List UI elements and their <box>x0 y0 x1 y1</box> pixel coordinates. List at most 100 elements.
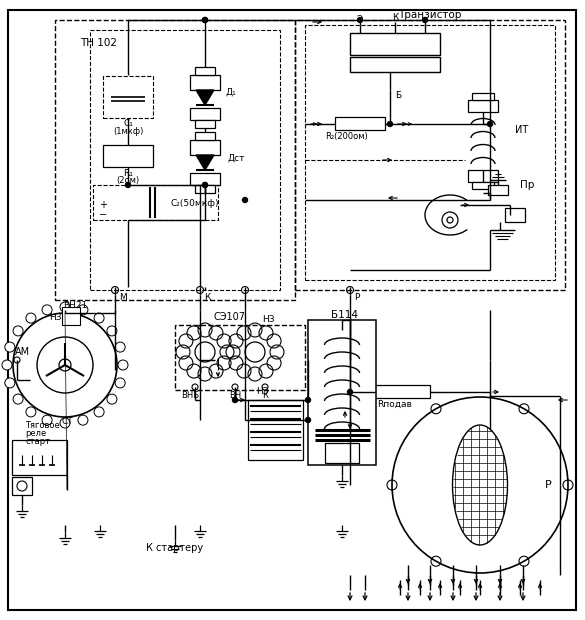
Circle shape <box>115 378 125 388</box>
Bar <box>308 320 376 465</box>
Circle shape <box>13 394 23 404</box>
Text: К: К <box>392 12 398 22</box>
Text: М: М <box>119 293 127 301</box>
Circle shape <box>26 407 36 417</box>
Circle shape <box>387 122 393 126</box>
Circle shape <box>78 415 88 425</box>
Bar <box>195 185 215 193</box>
Text: Тяговое: Тяговое <box>25 420 60 430</box>
Polygon shape <box>196 155 214 170</box>
Text: СЭ107: СЭ107 <box>214 312 246 322</box>
Bar <box>62 307 80 325</box>
Circle shape <box>5 342 15 352</box>
Bar <box>12 440 67 475</box>
Text: −: − <box>99 210 107 220</box>
Text: (2ом): (2ом) <box>116 175 140 185</box>
Circle shape <box>487 122 493 126</box>
Circle shape <box>347 389 353 394</box>
Bar <box>350 33 440 55</box>
Text: Д₁: Д₁ <box>225 87 236 97</box>
Bar <box>472 93 494 100</box>
Bar <box>248 400 303 460</box>
Circle shape <box>94 313 104 323</box>
Circle shape <box>202 17 208 22</box>
Bar <box>103 76 153 118</box>
Bar <box>375 385 430 398</box>
Text: +: + <box>99 200 107 210</box>
Bar <box>335 117 385 130</box>
Circle shape <box>305 417 311 422</box>
Bar <box>190 140 220 155</box>
Bar <box>103 145 153 167</box>
Ellipse shape <box>453 425 508 545</box>
Text: Пр: Пр <box>520 180 534 190</box>
Circle shape <box>202 182 208 187</box>
Bar <box>55 20 295 300</box>
Circle shape <box>60 302 70 312</box>
Circle shape <box>94 407 104 417</box>
Bar <box>190 75 220 90</box>
Circle shape <box>107 326 117 336</box>
Text: ТН 102: ТН 102 <box>80 38 117 48</box>
Circle shape <box>243 198 247 203</box>
Circle shape <box>202 17 208 22</box>
Circle shape <box>126 182 130 187</box>
Bar <box>195 120 215 128</box>
Text: НЗ: НЗ <box>49 314 61 322</box>
Text: Э: Э <box>357 14 363 24</box>
Text: К: К <box>262 391 268 399</box>
Circle shape <box>26 313 36 323</box>
Text: Б: Б <box>395 91 401 99</box>
Circle shape <box>2 360 12 370</box>
Text: старт: старт <box>25 436 50 446</box>
Bar <box>305 25 555 280</box>
Text: (1мкф): (1мкф) <box>113 126 143 136</box>
Bar <box>93 185 218 220</box>
Bar <box>505 208 525 222</box>
Polygon shape <box>196 90 214 105</box>
Circle shape <box>42 305 52 315</box>
Circle shape <box>78 305 88 315</box>
Text: R₁: R₁ <box>123 169 133 177</box>
Bar <box>468 100 498 112</box>
Bar <box>468 170 498 182</box>
Text: Р: Р <box>354 293 359 301</box>
Text: Дст: Дст <box>227 154 245 162</box>
Text: НЗ: НЗ <box>261 316 274 324</box>
Circle shape <box>422 17 428 22</box>
Circle shape <box>42 415 52 425</box>
Circle shape <box>118 360 128 370</box>
Circle shape <box>202 182 208 187</box>
Text: НЗ: НЗ <box>256 388 269 397</box>
Text: Р: Р <box>545 480 552 490</box>
Circle shape <box>357 17 363 22</box>
Circle shape <box>5 378 15 388</box>
Circle shape <box>115 342 125 352</box>
Text: СТ: СТ <box>61 417 73 427</box>
Text: C₂(50мкф): C₂(50мкф) <box>171 198 219 208</box>
Bar <box>12 477 32 495</box>
Text: К стартеру: К стартеру <box>146 543 204 553</box>
Circle shape <box>13 326 23 336</box>
Circle shape <box>232 397 238 402</box>
Bar <box>350 57 440 72</box>
Text: АМ: АМ <box>15 347 30 357</box>
Bar <box>175 325 305 390</box>
Bar <box>325 443 359 463</box>
Text: ИТ: ИТ <box>515 125 528 135</box>
Text: Транзистор: Транзистор <box>398 10 462 20</box>
Bar <box>295 20 565 290</box>
Bar <box>195 67 215 75</box>
Text: ВН21: ВН21 <box>63 301 87 309</box>
Bar <box>195 132 215 140</box>
Text: реле: реле <box>25 428 46 438</box>
Bar <box>90 30 280 290</box>
Circle shape <box>107 394 117 404</box>
Bar <box>190 173 220 185</box>
Bar <box>190 108 220 120</box>
Text: ВНБ: ВНБ <box>181 391 199 399</box>
Text: C₁: C₁ <box>123 118 133 128</box>
Text: Б114: Б114 <box>332 310 359 320</box>
Bar <box>472 182 494 189</box>
Circle shape <box>305 397 311 402</box>
